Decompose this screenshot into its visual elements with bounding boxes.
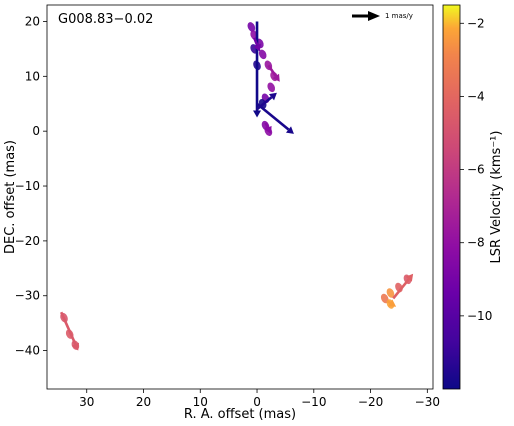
x-tick-label: −10 — [301, 395, 326, 409]
scale-arrow-head — [368, 11, 380, 21]
y-tick-label: 10 — [25, 69, 40, 83]
x-tick-label: 0 — [253, 395, 261, 409]
maser-spot — [386, 288, 395, 298]
scale-arrow: 1 mas/y — [352, 11, 413, 21]
proper-motion-arrowhead — [71, 342, 80, 351]
proper-motion-arrowhead — [253, 43, 261, 52]
colorbar-tick-label: −10 — [467, 309, 492, 323]
proper-motion-arrow — [392, 278, 410, 300]
proper-motion-arrow — [386, 300, 391, 305]
colorbar-tick-label: −2 — [467, 16, 485, 30]
maser-spot — [247, 22, 256, 32]
proper-motion-arrow — [256, 96, 273, 111]
proper-motion-arrow — [252, 37, 259, 46]
proper-motion-arrow — [264, 122, 270, 129]
data-marks — [60, 21, 414, 351]
x-tick-label: −20 — [358, 395, 383, 409]
colorbar-tick-label: −6 — [467, 163, 485, 177]
y-tick-label: −10 — [15, 179, 40, 193]
y-tick-label: −40 — [15, 344, 40, 358]
y-tick-label: 0 — [32, 124, 40, 138]
proper-motion-arrowhead — [272, 73, 280, 82]
colorbar-ticks: −2 −4 −6 −8 −10 — [460, 16, 492, 323]
colorbar-tick-label: −4 — [467, 89, 485, 103]
proper-motion-arrow — [267, 64, 277, 77]
proper-motion-arrow — [60, 311, 77, 345]
colorbar-tick-label: −8 — [467, 236, 485, 250]
proper-motion-arrowhead — [264, 125, 272, 134]
x-axis-label: R. A. offset (mas) — [184, 407, 296, 422]
y-axis-label: DEC. offset (mas) — [3, 140, 18, 254]
plot-area — [46, 4, 434, 390]
proper-motion-arrow — [256, 102, 290, 131]
proper-motion-arrowhead — [268, 92, 277, 101]
chart-title: G008.83−0.02 — [58, 12, 153, 27]
proper-motion-arrowhead — [388, 299, 397, 307]
proper-motion-arrowhead — [285, 126, 294, 134]
colorbar-label: LSR Velocity (kms⁻¹) — [489, 131, 504, 264]
y-tick-label: −30 — [15, 289, 40, 303]
x-tick-label: −30 — [415, 395, 440, 409]
x-tick-label: 30 — [79, 395, 94, 409]
proper-motion-arrowhead — [253, 110, 262, 118]
y-tick-label: 20 — [25, 14, 40, 28]
x-axis-ticks: 30 20 10 0 −10 −20 −30 — [79, 389, 440, 409]
colorbar — [442, 4, 461, 390]
maser-spot — [380, 293, 389, 304]
scale-arrow-label: 1 mas/y — [385, 12, 413, 20]
x-tick-label: 20 — [136, 395, 151, 409]
x-tick-label: 10 — [193, 395, 208, 409]
y-tick-label: −20 — [15, 234, 40, 248]
proper-motion-arrowhead — [405, 273, 414, 282]
maser-spot — [258, 49, 267, 60]
maser-spot — [267, 82, 276, 93]
y-axis-ticks: 20 10 0 −10 −20 −30 −40 — [15, 14, 47, 358]
